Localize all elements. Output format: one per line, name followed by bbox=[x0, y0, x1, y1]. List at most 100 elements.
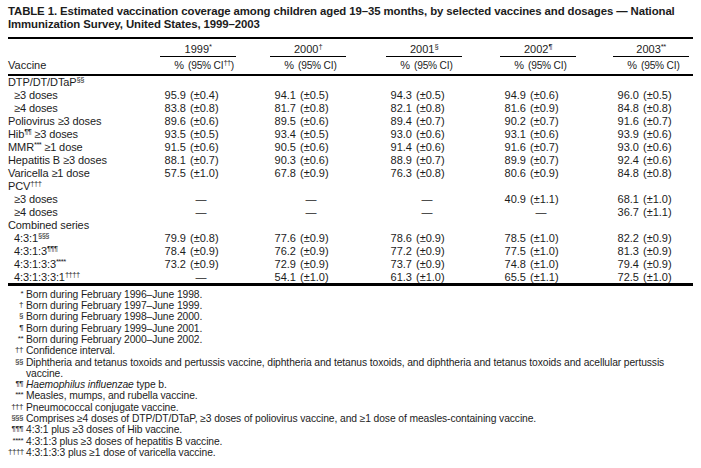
confidence-interval: (±0.9) bbox=[190, 258, 234, 270]
confidence-interval: (±0.6) bbox=[190, 115, 234, 127]
confidence-interval: (±0.6) bbox=[643, 141, 687, 153]
coverage-percent: 90.2 bbox=[500, 115, 526, 127]
no-data-dash: — bbox=[392, 206, 462, 218]
footnote: ***Measles, mumps, and rubella vaccine. bbox=[8, 390, 693, 401]
ci-label: (95% CI) bbox=[641, 60, 680, 71]
coverage-percent: 93.0 bbox=[386, 128, 412, 140]
coverage-value-cell: — bbox=[158, 270, 240, 283]
confidence-interval: (±0.5) bbox=[300, 128, 344, 140]
coverage-percent: 80.6 bbox=[500, 167, 526, 179]
coverage-value-cell bbox=[158, 179, 240, 192]
confidence-interval: (±0.8) bbox=[643, 167, 687, 179]
confidence-interval: (±0.9) bbox=[416, 258, 460, 270]
coverage-percent: 91.6 bbox=[613, 115, 639, 127]
footnote-marker: * bbox=[8, 288, 23, 299]
coverage-value-cell: 74.8(±1.0) bbox=[466, 257, 580, 270]
coverage-value-cell: — bbox=[466, 205, 580, 218]
vaccine-label: ≥4 doses bbox=[8, 101, 158, 114]
coverage-value-cell: 93.5(±0.5) bbox=[158, 127, 240, 140]
year-footnote-marker: * bbox=[209, 42, 211, 51]
ci-column-header-2003: %(95% CI) bbox=[580, 57, 693, 75]
table-row: MMR*** ≥1 dose91.5(±0.6)90.5(±0.6)91.4(±… bbox=[8, 140, 693, 153]
percent-label: % bbox=[386, 59, 410, 71]
confidence-interval: (±0.6) bbox=[643, 128, 687, 140]
footnote: ††Confidence interval. bbox=[8, 345, 693, 356]
footnote-marker: ¶¶ bbox=[8, 378, 23, 389]
confidence-interval: (±0.8) bbox=[643, 102, 687, 114]
coverage-percent: 89.4 bbox=[386, 115, 412, 127]
coverage-percent: 57.5 bbox=[160, 167, 186, 179]
coverage-percent: 36.7 bbox=[613, 206, 639, 218]
coverage-value-cell: 91.5(±0.6) bbox=[158, 140, 240, 153]
coverage-percent: 82.1 bbox=[386, 102, 412, 114]
coverage-value-cell bbox=[466, 179, 580, 192]
confidence-interval: (±0.7) bbox=[643, 115, 687, 127]
footnote-marker: ** bbox=[8, 333, 23, 344]
coverage-value-cell: 93.1(±0.6) bbox=[466, 127, 580, 140]
coverage-percent: 91.5 bbox=[160, 141, 186, 153]
coverage-value-cell: 94.1(±0.5) bbox=[240, 88, 350, 101]
vaccine-label: Hib¶¶ ≥3 doses bbox=[8, 127, 158, 140]
confidence-interval: (±0.6) bbox=[416, 128, 460, 140]
coverage-value-cell: 89.6(±0.6) bbox=[158, 114, 240, 127]
coverage-value-cell bbox=[350, 218, 466, 231]
year-header-2001: 2001§ bbox=[350, 39, 466, 57]
confidence-interval: (±1.0) bbox=[643, 193, 687, 205]
table-row: DTP/DT/DTaP§§ bbox=[8, 75, 693, 88]
coverage-value-cell bbox=[466, 75, 580, 88]
confidence-interval: (±1.1) bbox=[530, 193, 574, 205]
coverage-value-cell: — bbox=[240, 192, 350, 205]
coverage-percent: 82.2 bbox=[613, 232, 639, 244]
coverage-value-cell: 89.4(±0.7) bbox=[350, 114, 466, 127]
ci-label: (95% CI) bbox=[528, 60, 567, 71]
table-bottom-rule bbox=[8, 283, 693, 286]
coverage-value-cell: 67.8(±0.9) bbox=[240, 166, 350, 179]
confidence-interval: (±0.8) bbox=[416, 167, 460, 179]
coverage-percent: 68.1 bbox=[613, 193, 639, 205]
confidence-interval: (±1.0) bbox=[300, 271, 344, 283]
coverage-percent: 90.3 bbox=[270, 154, 296, 166]
coverage-value-cell bbox=[466, 218, 580, 231]
coverage-percent: 72.5 bbox=[613, 271, 639, 283]
year-label: 1999 bbox=[185, 43, 209, 55]
coverage-value-cell: 77.2(±0.9) bbox=[350, 244, 466, 257]
coverage-value-cell: 68.1 (±1.0) bbox=[580, 192, 693, 205]
vaccine-label: 4:3:1:3¶¶¶ bbox=[8, 244, 158, 257]
coverage-value-cell: 95.9(±0.4) bbox=[158, 88, 240, 101]
table-row: 4:3:1:3:3****73.2(±0.9)72.9(±0.9)73.7(±0… bbox=[8, 257, 693, 270]
coverage-percent: 84.8 bbox=[613, 102, 639, 114]
confidence-interval: (±0.6) bbox=[300, 154, 344, 166]
no-data-dash: — bbox=[392, 193, 462, 205]
vaccine-label: ≥3 doses bbox=[8, 192, 158, 205]
coverage-value-cell: 61.3(±1.0) bbox=[350, 270, 466, 283]
confidence-interval: (±0.7) bbox=[190, 154, 234, 166]
footnote-marker: †† bbox=[8, 344, 23, 355]
coverage-percent: 77.6 bbox=[270, 232, 296, 244]
coverage-value-cell bbox=[580, 75, 693, 88]
footnote-marker: §§§ bbox=[8, 412, 23, 423]
coverage-value-cell: 84.8 (±0.8) bbox=[580, 101, 693, 114]
vaccine-label: PCV††† bbox=[8, 179, 158, 192]
coverage-value-cell: 77.6(±0.9) bbox=[240, 231, 350, 244]
coverage-value-cell: 57.5(±1.0) bbox=[158, 166, 240, 179]
footnote-marker: ††† bbox=[8, 401, 23, 412]
coverage-percent: 77.5 bbox=[500, 245, 526, 257]
coverage-value-cell: 36.7(±1.1) bbox=[580, 205, 693, 218]
coverage-value-cell: 89.5(±0.6) bbox=[240, 114, 350, 127]
coverage-percent: 78.5 bbox=[500, 232, 526, 244]
coverage-value-cell bbox=[158, 75, 240, 88]
ci-column-header-2002: %(95% CI) bbox=[466, 57, 580, 75]
table-row: Hepatitis B ≥3 doses88.1(±0.7)90.3(±0.6)… bbox=[8, 153, 693, 166]
vaccine-label: ≥4 doses bbox=[8, 205, 158, 218]
footnote: ¶¶¶4:3:1 plus ≥3 doses of Hib vaccine. bbox=[8, 424, 693, 435]
table-row: Hib¶¶ ≥3 doses93.5(±0.5)93.4(±0.5)93.0(±… bbox=[8, 127, 693, 140]
vaccine-label: Varicella ≥1 dose bbox=[8, 166, 158, 179]
coverage-percent: 89.5 bbox=[270, 115, 296, 127]
coverage-value-cell: 89.9(±0.7) bbox=[466, 153, 580, 166]
footnote-marker: §§ bbox=[8, 356, 23, 367]
year-header-1999: 1999* bbox=[158, 39, 240, 57]
coverage-value-cell bbox=[240, 75, 350, 88]
coverage-percent: 89.9 bbox=[500, 154, 526, 166]
confidence-interval: (±1.1) bbox=[530, 271, 574, 283]
footnote: ¶¶Haemophilus influenzae type b. bbox=[8, 379, 693, 390]
